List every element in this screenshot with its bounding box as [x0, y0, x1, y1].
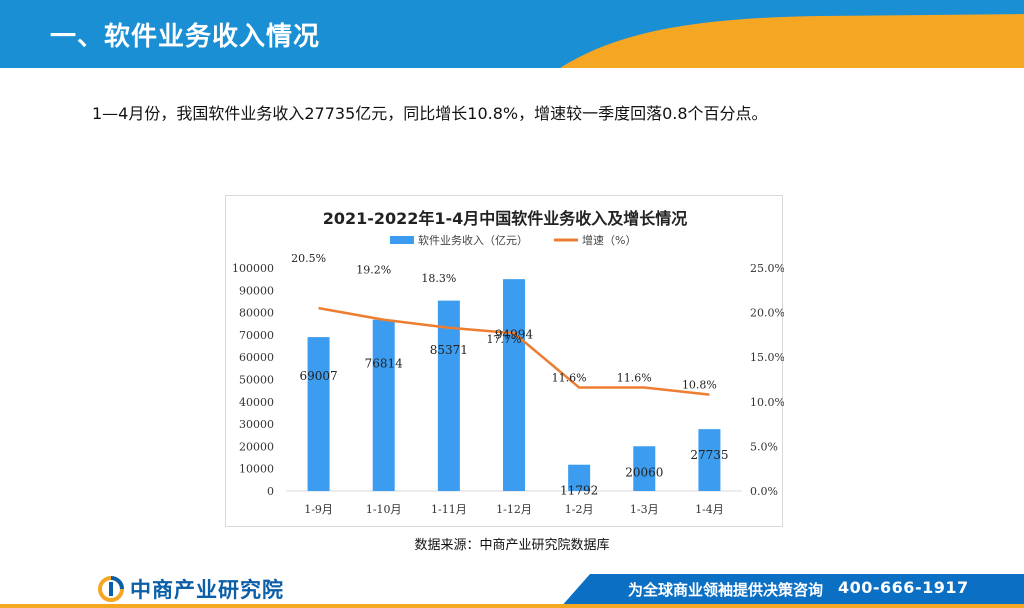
left-axis-tick-label: 60000: [239, 351, 274, 364]
x-axis-category-label: 1-12月: [496, 503, 532, 516]
line-series: [318, 306, 710, 396]
bar: [437, 300, 460, 491]
summary-text: 1—4月份，我国软件业务收入27735亿元，同比增长10.8%，增速较一季度回落…: [92, 104, 768, 123]
header-background: [0, 0, 1024, 68]
x-axis-category-label: 1-10月: [366, 503, 402, 516]
company-logo: 中商产业研究院: [98, 575, 284, 603]
bar-data-label: 20060: [625, 465, 663, 479]
bar: [307, 337, 330, 491]
line-data-label: 11.6%: [552, 372, 587, 385]
left-axis-tick-label: 80000: [239, 307, 274, 320]
footer-slogan: 为全球商业领袖提供决策咨询: [628, 581, 824, 599]
footer-banner: [0, 570, 1024, 608]
logo-icon: [98, 576, 124, 602]
bar-data-label: 94994: [495, 327, 534, 341]
line-data-labels: 20.5% 19.2% 18.3% 17.7% 11.6% 11.6% 10.8%: [291, 252, 717, 392]
combo-chart: 2021-2022年1-4月中国软件业务收入及增长情况 软件业务收入（亿元） 增…: [232, 209, 784, 516]
bar-data-label: 76814: [365, 357, 404, 371]
bar: [372, 319, 395, 491]
line-data-label: 17.7%: [487, 333, 522, 346]
legend: 软件业务收入（亿元） 增速（%）: [390, 233, 636, 247]
left-axis-tick-label: 20000: [239, 440, 274, 453]
x-axis-categories: 1-9月 1-10月 1-11月 1-12月 1-2月 1-3月 1-4月: [304, 503, 724, 516]
right-axis-ticks: 0.0% 5.0% 10.0% 15.0% 20.0% 25.0%: [750, 262, 784, 498]
x-axis-category-label: 1-9月: [304, 503, 333, 516]
left-axis-tick-label: 50000: [239, 374, 274, 387]
chart-title: 2021-2022年1-4月中国软件业务收入及增长情况: [323, 209, 688, 228]
line-data-label: 20.5%: [291, 252, 326, 265]
bar-series: [307, 279, 721, 491]
bar: [568, 464, 591, 491]
line-data-label: 10.8%: [682, 379, 717, 392]
left-axis-tick-label: 100000: [232, 262, 274, 275]
bar: [503, 279, 525, 491]
x-axis-category-label: 1-4月: [695, 503, 724, 516]
right-axis-tick-label: 15.0%: [750, 351, 784, 364]
growth-line: [318, 306, 710, 396]
left-axis-tick-label: 90000: [239, 284, 274, 297]
data-source: 数据来源：中商产业研究院数据库: [414, 538, 610, 553]
chart-container: 2021-2022年1-4月中国软件业务收入及增长情况 软件业务收入（亿元） 增…: [225, 195, 784, 527]
x-axis-category-label: 1-3月: [630, 503, 659, 516]
legend-label-bar: 软件业务收入（亿元）: [418, 233, 528, 247]
left-axis-tick-label: 10000: [239, 463, 274, 476]
line-data-label: 18.3%: [421, 272, 456, 285]
right-axis-tick-label: 10.0%: [750, 396, 784, 409]
x-axis-category-label: 1-11月: [431, 503, 467, 516]
line-data-label: 11.6%: [617, 372, 652, 385]
left-axis-tick-label: 70000: [239, 329, 274, 342]
legend-label-line: 增速（%）: [582, 233, 636, 247]
bar-data-labels: 69007 76814 85371 94994 11792 20060 27735: [299, 327, 728, 497]
footer-background: [0, 570, 1024, 608]
left-axis-tick-label: 40000: [239, 396, 274, 409]
bar-data-label: 11792: [560, 484, 598, 498]
bar-data-label: 85371: [430, 343, 468, 357]
logo-text: 中商产业研究院: [130, 578, 284, 602]
left-axis-ticks: 0 10000 20000 30000 40000 50000 60000 70000 8000…: [232, 262, 274, 498]
bar: [633, 446, 656, 491]
left-axis-tick-label: 30000: [239, 418, 274, 431]
left-axis-tick-label: 0: [267, 485, 274, 498]
bar: [698, 429, 721, 491]
right-axis-tick-label: 5.0%: [750, 440, 778, 453]
bar-data-label: 27735: [690, 448, 728, 462]
bar-data-label: 69007: [299, 369, 337, 383]
right-axis-tick-label: 0.0%: [750, 485, 778, 498]
legend-swatch-bar: [390, 236, 414, 244]
page-title: 一、软件业务收入情况: [50, 22, 321, 52]
line-data-label: 19.2%: [356, 264, 391, 277]
right-axis-tick-label: 20.0%: [750, 307, 784, 320]
footer-phone: 400-666-1917: [838, 578, 969, 597]
header-banner: 一、软件业务收入情况: [0, 0, 1024, 68]
x-axis-category-label: 1-2月: [565, 503, 594, 516]
right-axis-tick-label: 25.0%: [750, 262, 784, 275]
